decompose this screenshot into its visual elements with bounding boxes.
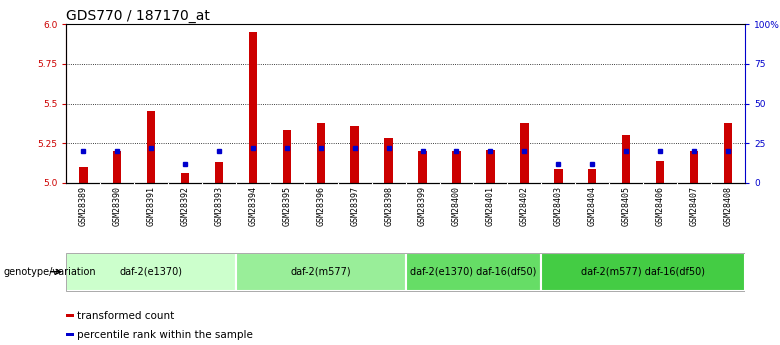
Bar <box>690 151 698 183</box>
Text: GSM28406: GSM28406 <box>655 186 665 226</box>
Text: GSM28390: GSM28390 <box>112 186 122 226</box>
Bar <box>588 169 597 183</box>
Text: GSM28394: GSM28394 <box>248 186 257 226</box>
Text: GSM28393: GSM28393 <box>215 186 224 226</box>
Text: GSM28404: GSM28404 <box>587 186 597 226</box>
Text: GSM28392: GSM28392 <box>180 186 190 226</box>
Bar <box>249 32 257 183</box>
Text: GSM28396: GSM28396 <box>316 186 325 226</box>
Text: daf-2(e1370) daf-16(df50): daf-2(e1370) daf-16(df50) <box>410 267 537 277</box>
Bar <box>541 253 745 291</box>
Bar <box>236 253 406 291</box>
Bar <box>282 130 291 183</box>
Bar <box>79 167 87 183</box>
Bar <box>66 253 236 291</box>
Bar <box>452 151 461 183</box>
Text: daf-2(e1370): daf-2(e1370) <box>119 267 183 277</box>
Text: GSM28399: GSM28399 <box>418 186 427 226</box>
Bar <box>554 169 562 183</box>
Bar <box>66 333 74 336</box>
Bar <box>656 161 665 183</box>
Text: GSM28407: GSM28407 <box>690 186 699 226</box>
Text: GSM28400: GSM28400 <box>452 186 461 226</box>
Text: GSM28403: GSM28403 <box>554 186 563 226</box>
Bar <box>350 126 359 183</box>
Bar <box>724 122 732 183</box>
Text: GDS770 / 187170_at: GDS770 / 187170_at <box>66 9 210 23</box>
Text: GSM28397: GSM28397 <box>350 186 360 226</box>
Text: GSM28405: GSM28405 <box>622 186 631 226</box>
Bar <box>181 173 190 183</box>
Text: GSM28391: GSM28391 <box>147 186 156 226</box>
Bar <box>147 111 155 183</box>
Text: percentile rank within the sample: percentile rank within the sample <box>77 329 253 339</box>
Bar <box>385 138 393 183</box>
Text: GSM28398: GSM28398 <box>384 186 393 226</box>
Text: genotype/variation: genotype/variation <box>4 267 97 277</box>
Text: GSM28389: GSM28389 <box>79 186 88 226</box>
Bar <box>520 122 529 183</box>
Bar <box>406 253 541 291</box>
Text: GSM28395: GSM28395 <box>282 186 292 226</box>
Bar <box>66 314 74 317</box>
Bar <box>418 151 427 183</box>
Bar <box>113 151 122 183</box>
Bar <box>317 122 325 183</box>
Text: GSM28408: GSM28408 <box>723 186 732 226</box>
Text: daf-2(m577): daf-2(m577) <box>290 267 351 277</box>
Text: GSM28401: GSM28401 <box>486 186 495 226</box>
Bar <box>486 149 495 183</box>
Text: GSM28402: GSM28402 <box>519 186 529 226</box>
Text: daf-2(m577) daf-16(df50): daf-2(m577) daf-16(df50) <box>581 267 705 277</box>
Text: transformed count: transformed count <box>77 311 175 321</box>
Bar <box>215 162 223 183</box>
Bar <box>622 135 630 183</box>
